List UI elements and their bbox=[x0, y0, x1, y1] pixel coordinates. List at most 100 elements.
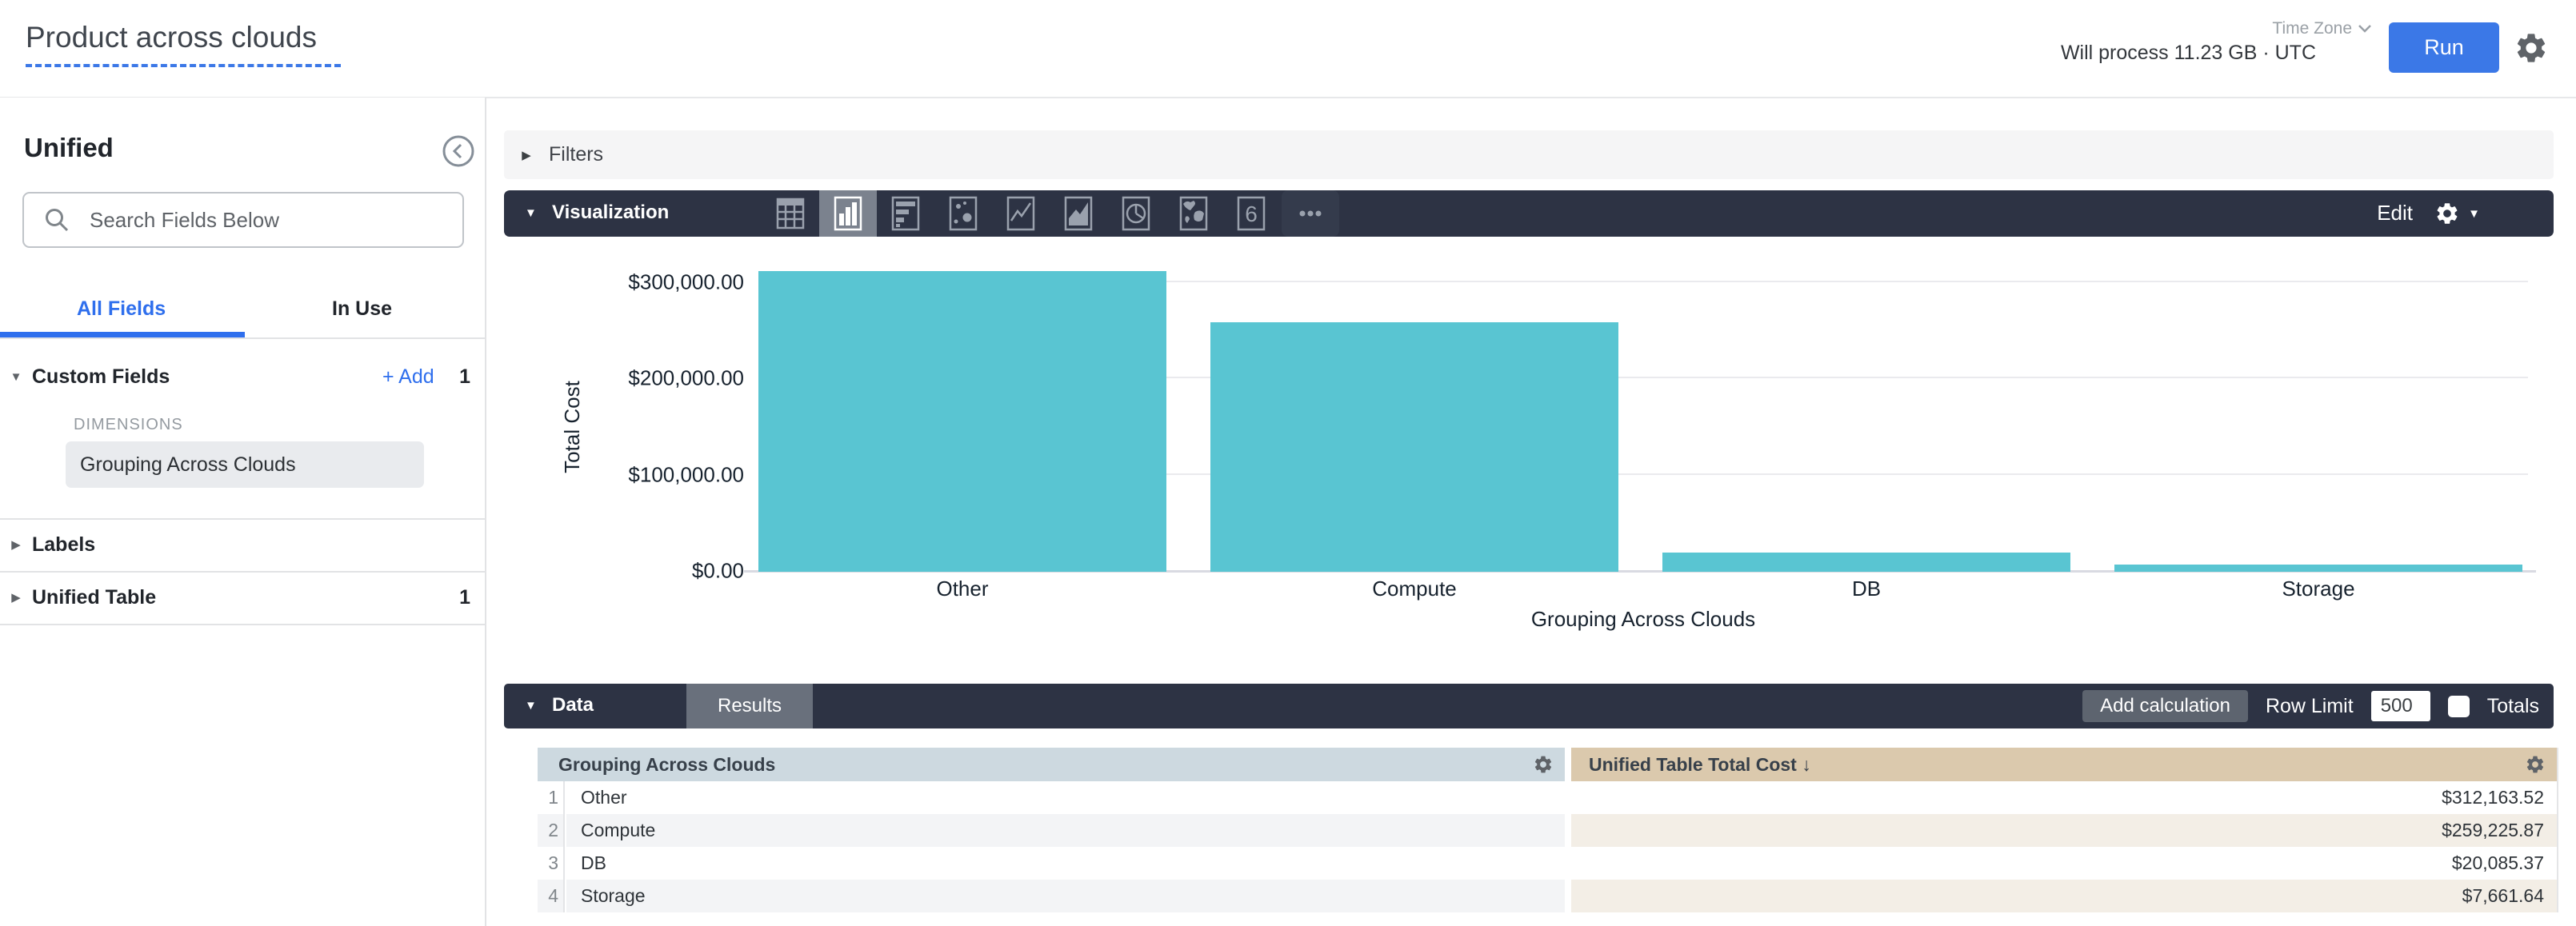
tab-results[interactable]: Results bbox=[686, 684, 813, 728]
chart-bar-storage[interactable] bbox=[2114, 564, 2522, 572]
labels-label: Labels bbox=[32, 533, 96, 556]
field-tabs: All Fields In Use bbox=[0, 286, 485, 339]
caret-right-icon[interactable]: ▶ bbox=[522, 148, 531, 162]
column-chart-icon[interactable] bbox=[819, 190, 877, 237]
y-axis-tick-label: $300,000.00 bbox=[628, 269, 744, 294]
measure-cell[interactable]: $7,661.64 bbox=[1571, 880, 2557, 912]
data-label: Data bbox=[552, 694, 594, 716]
y-axis-tick-label: $100,000.00 bbox=[628, 462, 744, 487]
data-section-header: ▼ Data Results Add calculation Row Limit… bbox=[504, 684, 2554, 728]
measure-cell[interactable]: $312,163.52 bbox=[2442, 787, 2544, 808]
dimension-cell[interactable]: DB bbox=[581, 852, 606, 873]
gridline bbox=[758, 473, 2528, 475]
x-axis-tick-label: Other bbox=[936, 577, 989, 601]
page-title[interactable]: Product across clouds bbox=[26, 21, 342, 67]
column-header-total-cost[interactable]: Unified Table Total Cost ↓ bbox=[1571, 748, 2557, 781]
search-fields-input[interactable] bbox=[88, 206, 427, 233]
data-bar-controls: Add calculation Row Limit Totals bbox=[2082, 684, 2539, 728]
process-note: Will process 11.23 GB · UTC bbox=[2060, 42, 2316, 64]
column-gear-icon[interactable] bbox=[2525, 754, 2546, 775]
chart-bar-compute[interactable] bbox=[1210, 322, 1618, 572]
unified-table-label: Unified Table bbox=[32, 585, 157, 609]
divider bbox=[0, 518, 485, 520]
row-limit-input[interactable] bbox=[2370, 691, 2430, 721]
run-button[interactable]: Run bbox=[2389, 22, 2499, 73]
unified-table-section-header[interactable]: ▶ Unified Table 1 bbox=[0, 573, 485, 622]
caret-down-icon[interactable]: ▼ bbox=[525, 206, 537, 220]
chart-bar-db[interactable] bbox=[1662, 552, 2070, 572]
tab-all-fields[interactable]: All Fields bbox=[77, 297, 166, 320]
caret-down-icon: ▼ bbox=[2468, 206, 2480, 221]
filters-section-header[interactable]: ▶ Filters bbox=[504, 130, 2554, 179]
tab-in-use[interactable]: In Use bbox=[332, 297, 393, 320]
row-number: 1 bbox=[538, 781, 565, 814]
measure-cell[interactable]: $20,085.37 bbox=[2451, 852, 2544, 873]
divider bbox=[0, 571, 485, 573]
y-axis-tick-label: $200,000.00 bbox=[628, 365, 744, 390]
bar-chart-icon[interactable] bbox=[877, 190, 934, 237]
scatter-chart-icon[interactable] bbox=[934, 190, 992, 237]
explore-name: Unified bbox=[24, 133, 114, 162]
gear-icon bbox=[2437, 203, 2458, 224]
custom-fields-count: 1 bbox=[459, 365, 470, 388]
caret-down-icon[interactable]: ▼ bbox=[10, 369, 22, 384]
single-value-icon[interactable]: 6 bbox=[1222, 190, 1280, 237]
chevron-down-icon bbox=[2358, 25, 2371, 33]
x-axis-tick-label: Compute bbox=[1372, 577, 1457, 601]
table-row[interactable]: 1 Other $312,163.52 bbox=[538, 781, 2557, 814]
settings-gear-icon[interactable] bbox=[2514, 30, 2549, 66]
unified-table-count: 1 bbox=[459, 585, 470, 609]
field-grouping-across-clouds[interactable]: Grouping Across Clouds bbox=[66, 441, 424, 488]
svg-text:6: 6 bbox=[1245, 202, 1258, 226]
column-gear-icon[interactable] bbox=[1533, 754, 1554, 775]
line-chart-icon[interactable] bbox=[992, 190, 1050, 237]
measure-cell[interactable]: $259,225.87 bbox=[1571, 814, 2557, 847]
chart-type-picker: 6 bbox=[762, 190, 1339, 237]
table-row[interactable]: 2 Compute $259,225.87 bbox=[538, 814, 2557, 847]
dimensions-group-label: DIMENSIONS bbox=[74, 416, 183, 433]
add-custom-field-button[interactable]: + Add bbox=[382, 365, 434, 388]
edit-visualization-button[interactable]: Edit bbox=[2377, 201, 2413, 225]
y-axis-tick-label: $0.00 bbox=[691, 558, 744, 583]
column-label: Unified Table Total Cost ↓ bbox=[1589, 753, 1811, 775]
caret-right-icon[interactable]: ▶ bbox=[11, 591, 21, 605]
totals-label: Totals bbox=[2486, 694, 2539, 717]
results-table: Grouping Across Clouds Unified Table Tot… bbox=[538, 748, 2558, 912]
divider bbox=[0, 624, 485, 625]
field-picker-sidebar: Unified All Fields In Use ▼ Custom Field… bbox=[0, 98, 486, 926]
gridline bbox=[758, 377, 2528, 379]
table-row[interactable]: 4 Storage $7,661.64 bbox=[538, 880, 2557, 912]
x-axis-tick-label: Storage bbox=[2282, 577, 2355, 601]
add-calculation-button[interactable]: Add calculation bbox=[2082, 690, 2248, 722]
gridline bbox=[758, 281, 2528, 282]
row-number: 2 bbox=[538, 814, 565, 847]
search-fields-box[interactable] bbox=[22, 192, 464, 248]
row-number: 3 bbox=[538, 847, 565, 880]
filters-label: Filters bbox=[549, 143, 604, 166]
totals-checkbox[interactable] bbox=[2447, 695, 2470, 717]
dimension-cell[interactable]: Other bbox=[581, 787, 627, 808]
labels-section-header[interactable]: ▶ Labels bbox=[0, 520, 485, 569]
time-zone-label: Time Zone bbox=[2272, 19, 2352, 38]
time-zone-dropdown[interactable]: Time Zone bbox=[2272, 19, 2371, 38]
visualization-settings-button[interactable]: ▼ bbox=[2434, 201, 2480, 226]
x-axis-line bbox=[744, 570, 2536, 573]
more-icon[interactable] bbox=[1282, 190, 1339, 237]
dimension-cell[interactable]: Compute bbox=[566, 814, 1565, 847]
custom-fields-section-header[interactable]: ▼ Custom Fields + Add 1 bbox=[0, 352, 485, 401]
caret-down-icon[interactable]: ▼ bbox=[525, 699, 537, 712]
table-header-row: Grouping Across Clouds Unified Table Tot… bbox=[538, 748, 2557, 781]
chart-bar-other[interactable] bbox=[758, 271, 1166, 572]
area-chart-icon[interactable] bbox=[1050, 190, 1107, 237]
pie-chart-icon[interactable] bbox=[1107, 190, 1165, 237]
app-header: Product across clouds Time Zone Will pro… bbox=[0, 0, 2576, 98]
column-header-grouping-across-clouds[interactable]: Grouping Across Clouds bbox=[538, 748, 1565, 781]
active-tab-underline bbox=[0, 332, 245, 337]
search-icon bbox=[46, 209, 69, 232]
caret-right-icon[interactable]: ▶ bbox=[11, 538, 21, 552]
map-chart-icon[interactable] bbox=[1165, 190, 1222, 237]
table-icon[interactable] bbox=[762, 190, 819, 237]
dimension-cell[interactable]: Storage bbox=[566, 880, 1565, 912]
collapse-sidebar-button[interactable] bbox=[442, 134, 475, 168]
table-row[interactable]: 3 DB $20,085.37 bbox=[538, 847, 2557, 880]
